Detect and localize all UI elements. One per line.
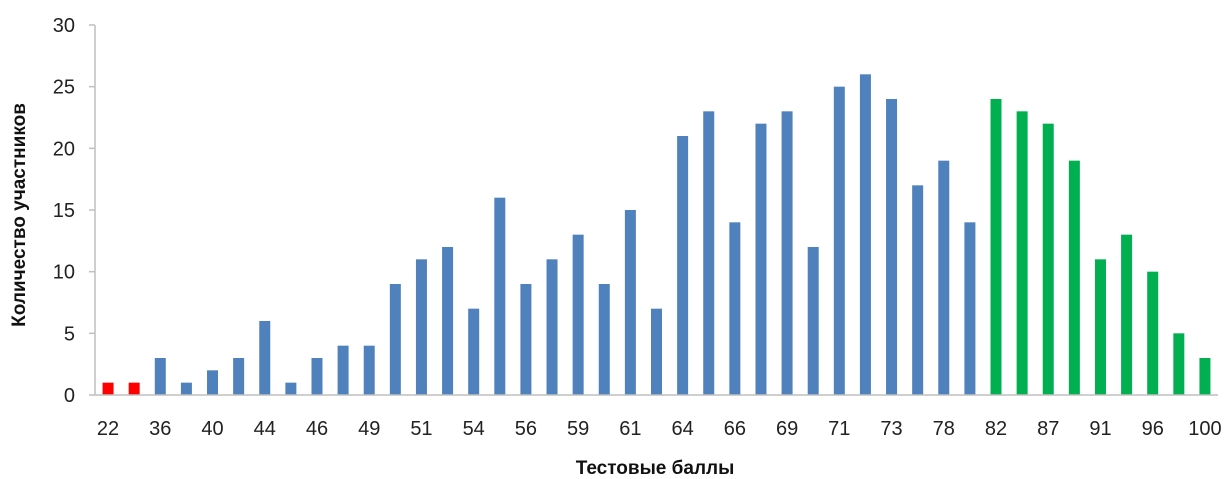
bar — [781, 111, 793, 395]
bar — [912, 185, 924, 395]
y-tick-label: 25 — [53, 77, 75, 99]
bar — [886, 99, 898, 395]
bar — [807, 247, 819, 395]
y-tick-label: 15 — [53, 200, 75, 222]
x-tick-label: 46 — [306, 418, 328, 440]
bar — [1173, 333, 1185, 395]
bar — [494, 197, 506, 395]
bar — [938, 160, 950, 395]
bar — [1042, 123, 1054, 396]
bar — [859, 74, 871, 395]
x-tick-label: 71 — [828, 418, 850, 440]
x-tick-label: 36 — [149, 418, 171, 440]
bars — [102, 74, 1211, 396]
bar — [154, 358, 166, 395]
x-tick-label: 91 — [1089, 418, 1111, 440]
y-tick-label: 30 — [53, 15, 75, 37]
bar — [468, 308, 480, 395]
x-tick-label: 87 — [1037, 418, 1059, 440]
x-tick-label: 44 — [254, 418, 276, 440]
bar — [729, 222, 741, 395]
x-axis-title: Тестовые баллы — [576, 458, 735, 479]
bar — [1094, 259, 1106, 395]
x-tick-label: 66 — [724, 418, 746, 440]
bar — [128, 382, 140, 395]
x-tick-label: 73 — [880, 418, 902, 440]
bar — [102, 382, 114, 395]
bar — [755, 123, 767, 396]
x-tick-label: 61 — [619, 418, 641, 440]
bar — [180, 382, 192, 395]
bar — [1068, 160, 1080, 395]
x-tick-label: 51 — [410, 418, 432, 440]
x-tick-label: 56 — [515, 418, 537, 440]
y-tick-label: 20 — [53, 138, 75, 160]
x-tick-label: 100 — [1188, 418, 1221, 440]
y-tick-label: 0 — [64, 385, 75, 407]
bar — [833, 86, 845, 396]
bar — [1199, 358, 1211, 395]
bar — [1016, 111, 1028, 395]
bar — [207, 370, 219, 395]
y-tick-label: 10 — [53, 262, 75, 284]
bar — [415, 259, 427, 395]
x-tick-label: 40 — [201, 418, 223, 440]
bar — [964, 222, 976, 395]
bar — [363, 345, 375, 395]
bar — [677, 136, 689, 395]
bar — [598, 284, 610, 395]
y-axis-ticks: 0 5 10 15 20 25 30 — [53, 15, 95, 407]
x-tick-label: 96 — [1142, 418, 1164, 440]
x-tick-label: 59 — [567, 418, 589, 440]
bar — [233, 358, 245, 395]
bar — [337, 345, 349, 395]
bar — [285, 382, 297, 395]
bar — [703, 111, 715, 395]
bar — [259, 321, 271, 395]
bar — [442, 247, 454, 395]
bar — [572, 234, 584, 395]
bar — [1147, 271, 1159, 395]
bar — [624, 210, 636, 395]
bar — [546, 259, 558, 395]
y-axis-title: Количество участников — [9, 103, 30, 327]
bar — [389, 284, 401, 395]
bar — [651, 308, 662, 395]
x-tick-label: 78 — [933, 418, 955, 440]
x-axis-ticks: 22 36 40 44 46 49 51 54 56 59 61 64 66 69 71 73 78 82 87 91… — [97, 418, 1222, 440]
x-tick-label: 54 — [463, 418, 485, 440]
x-tick-label: 64 — [671, 418, 693, 440]
x-tick-label: 22 — [97, 418, 119, 440]
x-tick-label: 49 — [358, 418, 380, 440]
x-tick-label: 82 — [985, 418, 1007, 440]
bar — [311, 358, 323, 395]
y-tick-label: 5 — [64, 323, 75, 345]
bar — [1121, 234, 1133, 395]
bar — [520, 284, 532, 395]
bar — [990, 99, 1002, 395]
x-tick-label: 69 — [776, 418, 798, 440]
